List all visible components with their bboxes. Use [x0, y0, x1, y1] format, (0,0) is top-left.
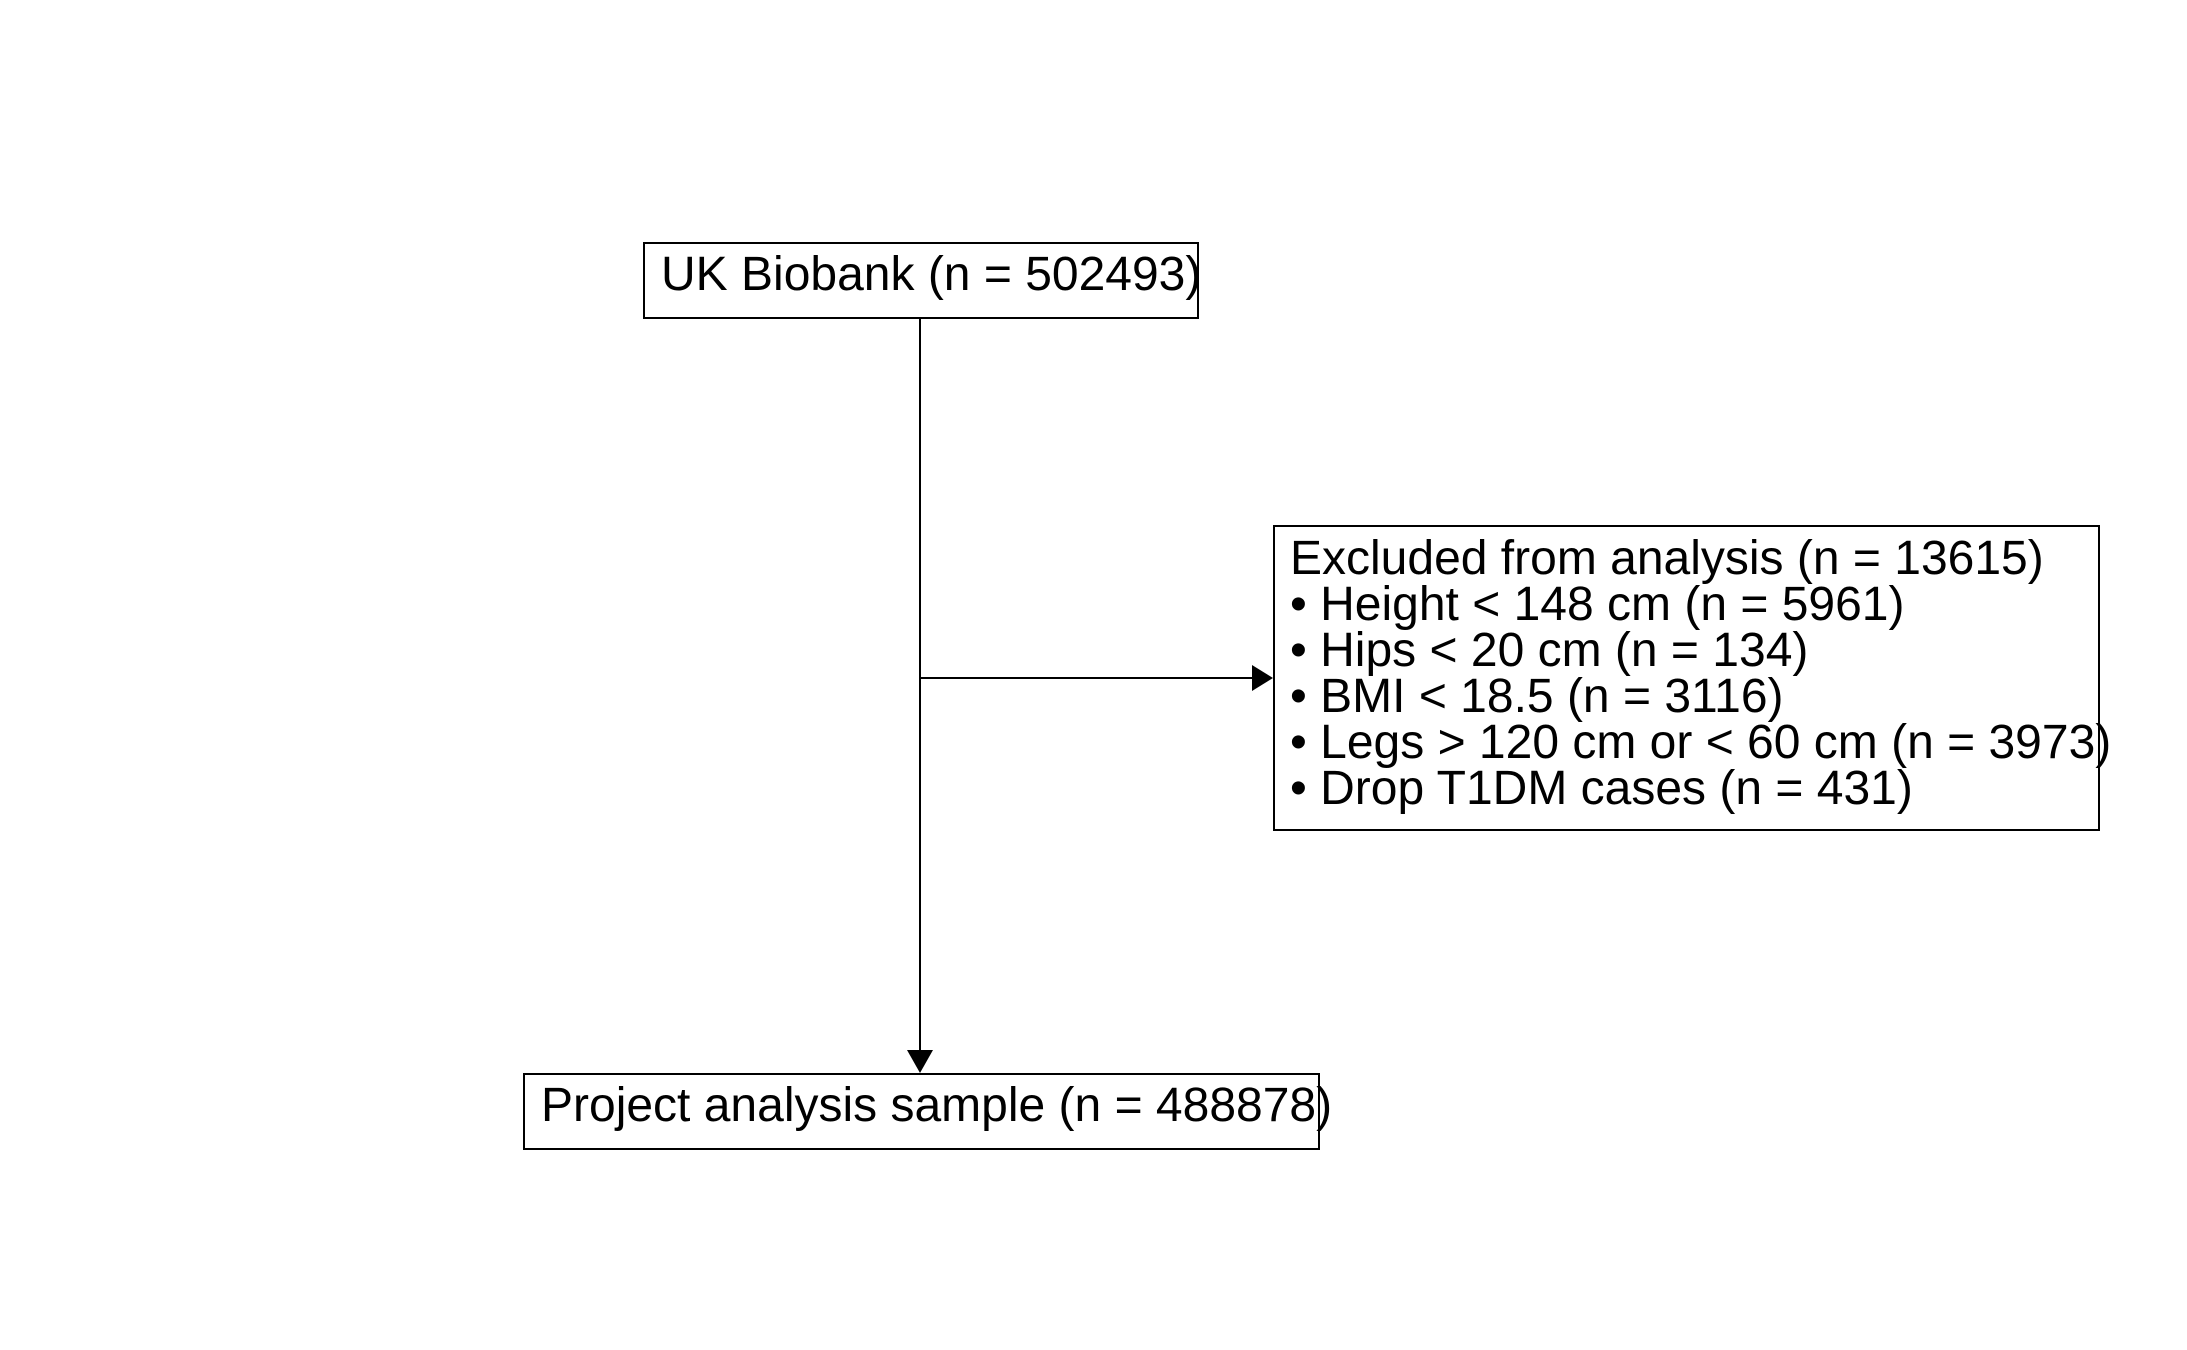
uk-biobank-label: UK Biobank (n = 502493) [661, 248, 1202, 301]
exclusion-item-legs: • Legs > 120 cm or < 60 cm (n = 3973) [1290, 716, 2112, 769]
exclusion-item-hips: • Hips < 20 cm (n = 134) [1290, 624, 1809, 677]
uk-biobank-box: UK Biobank (n = 502493) [643, 242, 1202, 319]
excluded-title: Excluded from analysis (n = 13615) [1290, 532, 2044, 585]
main-flow-arrowhead [907, 1050, 933, 1073]
exclusion-item-bmi: • BMI < 18.5 (n = 3116) [1290, 670, 1784, 723]
analysis-sample-box: Project analysis sample (n = 488878) [523, 1073, 1333, 1150]
exclusion-arrowhead [1252, 665, 1273, 691]
exclusion-item-t1dm: • Drop T1DM cases (n = 431) [1290, 762, 1913, 815]
exclusion-item-height: • Height < 148 cm (n = 5961) [1290, 578, 1905, 631]
analysis-sample-label: Project analysis sample (n = 488878) [541, 1079, 1333, 1132]
excluded-box: Excluded from analysis (n = 13615) • Hei… [1273, 525, 2112, 831]
